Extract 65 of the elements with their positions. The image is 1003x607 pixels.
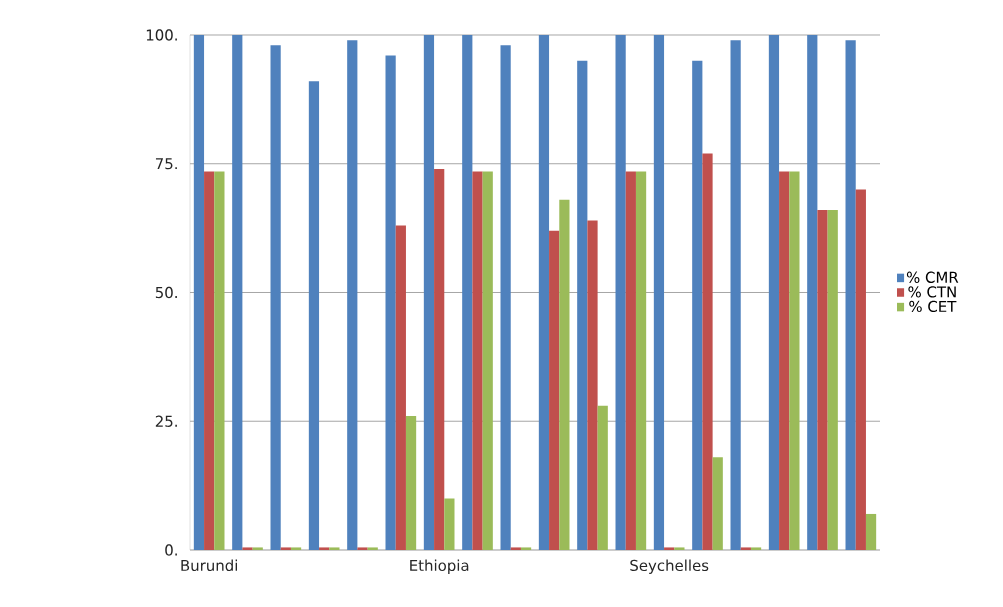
bar	[270, 45, 281, 550]
y-tick-label: 0.	[165, 544, 177, 556]
bar	[482, 171, 493, 550]
bar	[549, 230, 560, 550]
bar	[500, 45, 511, 550]
bar	[712, 457, 723, 550]
bar	[789, 171, 800, 550]
bar	[329, 547, 340, 550]
bar	[865, 513, 877, 550]
bar	[423, 35, 435, 550]
bar	[538, 35, 550, 550]
bar	[845, 40, 856, 550]
bar	[520, 547, 532, 550]
y-tick-label: 100.	[146, 29, 177, 41]
bar	[740, 547, 751, 550]
bar	[674, 547, 685, 550]
bar	[750, 547, 762, 550]
legend-label: % CMR	[906, 271, 959, 283]
bar	[252, 547, 263, 550]
bar	[692, 60, 703, 550]
bar	[587, 220, 598, 550]
bar	[779, 171, 790, 550]
bar	[510, 547, 521, 550]
bar	[855, 189, 866, 550]
bar	[214, 171, 225, 550]
legend-label: % CTN	[908, 286, 956, 298]
bar	[242, 547, 253, 550]
bar	[319, 547, 330, 550]
bar	[462, 35, 473, 550]
x-tick-label: Seychelles	[630, 559, 709, 574]
bar	[405, 416, 417, 550]
bar	[615, 35, 626, 550]
bar	[357, 547, 368, 550]
y-tick-label: 25.	[155, 415, 177, 427]
bar	[367, 547, 378, 550]
bar	[444, 498, 455, 550]
y-tick-label: 50.	[155, 286, 177, 299]
x-tick-label: Burundi	[181, 559, 237, 572]
bar	[347, 40, 358, 550]
bar	[193, 35, 205, 550]
bar	[290, 547, 302, 550]
bar	[559, 199, 570, 550]
bar	[664, 547, 675, 550]
bar	[385, 55, 396, 550]
bar	[280, 547, 291, 550]
bar	[434, 168, 445, 550]
y-tick-label: 75.	[155, 158, 177, 170]
bar	[577, 60, 588, 550]
bar	[702, 153, 713, 550]
bar	[472, 171, 483, 550]
bar	[232, 35, 243, 550]
bar	[204, 171, 215, 550]
bar	[308, 81, 320, 550]
bar	[635, 171, 647, 550]
bar	[827, 210, 838, 550]
legend-label: % CET	[909, 300, 957, 313]
bar	[653, 35, 665, 550]
bar	[730, 40, 741, 550]
bar	[597, 405, 608, 550]
bar	[625, 171, 636, 550]
x-tick-label: Ethiopia	[410, 559, 469, 574]
bar	[768, 35, 780, 550]
bar	[817, 210, 828, 550]
bar	[395, 225, 406, 550]
bar	[807, 35, 818, 550]
